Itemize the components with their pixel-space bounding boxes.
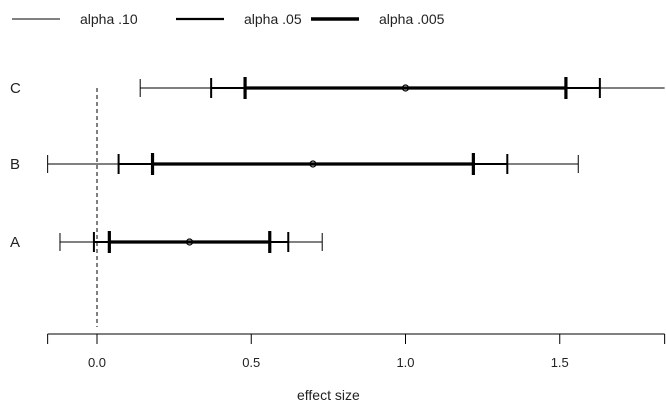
point-estimate (185, 238, 194, 246)
category-label: C (10, 80, 21, 97)
interval-row: A (10, 231, 323, 253)
legend: alpha .10 alpha .05 alpha .005 (12, 11, 445, 27)
legend-label: alpha .10 (80, 11, 138, 27)
x-axis-title: effect size (297, 387, 360, 403)
x-tick-label: 0.0 (88, 355, 106, 370)
point-estimate (401, 84, 410, 92)
category-label: A (10, 234, 20, 251)
x-tick-label: 1.5 (551, 355, 569, 370)
category-label: B (10, 156, 20, 173)
rows-group: C B A (10, 77, 665, 253)
x-tick-label: 1.0 (396, 355, 414, 370)
interval-row: B (10, 153, 579, 175)
x-tick-label: 0.5 (242, 355, 260, 370)
x-axis: 0.0 0.5 1.0 1.5 (47, 333, 666, 370)
legend-label: alpha .05 (244, 11, 302, 27)
interval-row: C (10, 77, 665, 99)
legend-label: alpha .005 (379, 11, 445, 27)
point-estimate (309, 160, 317, 168)
